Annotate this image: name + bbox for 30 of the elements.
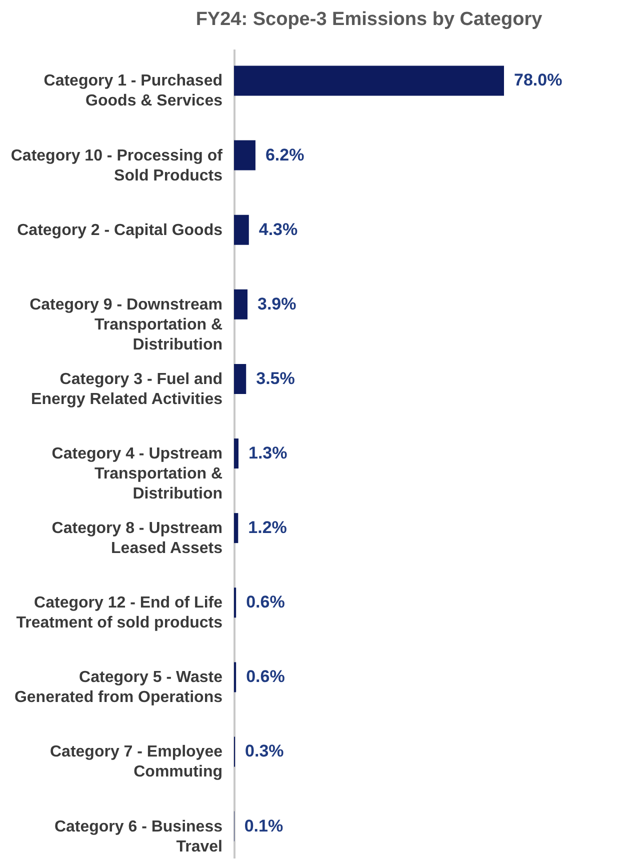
bar [234,214,249,245]
data-label: 0.1% [244,816,284,836]
bar [234,513,238,544]
y-tick-label: Category 3 - Fuel and Energy Related Activities [31,370,223,408]
bar [234,140,256,170]
y-tick-label: Category 8 - Upstream Leased Assets [52,520,223,558]
chart-title: FY24: Scope-3 Emissions by Category [196,9,543,30]
y-tick-label: Category 9 - Downstream Transportation & Distribution [30,296,223,354]
data-label: 0.6% [246,667,285,686]
y-tick-label: Category 2 - Capital Goods [17,222,223,239]
y-tick-label: Category 12 - End of Life Treatment of sold products [16,594,223,632]
y-tick-label: Category 6 - Business Travel [54,818,223,856]
data-label: 6.2% [265,145,304,164]
data-label: 3.5% [256,368,295,388]
data-label: 3.9% [258,294,296,314]
bar [234,364,246,394]
data-label: 0.3% [245,742,284,761]
bar [234,66,504,96]
data-label: 0.6% [246,592,285,612]
data-label: 78.0% [514,70,562,90]
y-tick-label: Category 5 - Waste Generated from Operations [14,669,223,706]
y-tick-label: Category 1 - Purchased Goods & Services [44,72,223,110]
bar [234,438,238,468]
y-tick-label: Category 4 - Upstream Transportation & Distribution [52,446,223,502]
y-tick-label: Category 10 - Processing of Sold Products [10,147,224,184]
y-tick-label: Category 7 - Employee Commuting [50,744,223,781]
data-label: 1.2% [248,518,287,538]
bar [234,289,248,320]
data-label: 1.3% [248,444,288,462]
data-label: 4.3% [258,220,298,239]
